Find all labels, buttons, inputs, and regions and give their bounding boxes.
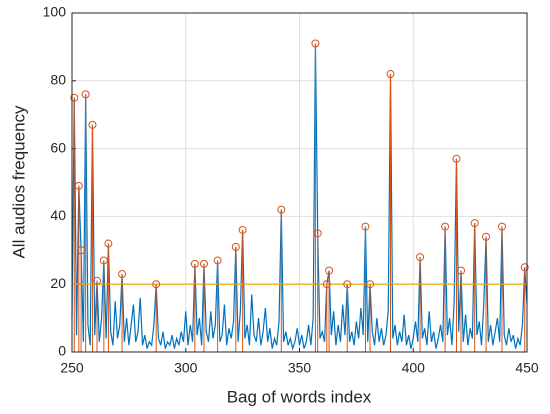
y-tick-label: 60: [50, 139, 66, 155]
x-tick-label: 350: [288, 360, 312, 376]
y-tick-label: 0: [58, 343, 66, 359]
stem-marker: [70, 93, 79, 102]
stem-marker: [88, 120, 97, 129]
stem-marker: [343, 280, 352, 289]
stem-marker: [93, 276, 102, 285]
stem-marker: [520, 263, 529, 272]
stem-marker: [74, 181, 83, 190]
x-axis-label: Bag of words index: [227, 387, 372, 406]
stem-marker: [81, 90, 90, 99]
stem-marker: [77, 246, 86, 255]
data-line: [71, 43, 528, 351]
stem-marker: [452, 154, 461, 163]
stem-marker: [386, 70, 395, 79]
stem-marker: [470, 219, 479, 228]
x-tick-label: 300: [174, 360, 198, 376]
stem-marker: [213, 256, 222, 265]
stem-marker: [482, 232, 491, 241]
stem-marker: [104, 239, 113, 248]
stem-marker: [190, 259, 199, 268]
y-axis-label: All audios frequency: [9, 105, 28, 259]
stem-marker: [416, 253, 425, 262]
y-tick-label: 100: [43, 4, 67, 20]
y-tick-label: 20: [50, 275, 66, 291]
stem-marker: [366, 280, 375, 289]
x-tick-label: 450: [515, 360, 539, 376]
stem-marker: [238, 225, 247, 234]
stem-marker: [99, 256, 108, 265]
stem-marker: [361, 222, 370, 231]
stem-marker: [231, 242, 240, 251]
stem-marker: [325, 266, 334, 275]
x-tick-label: 400: [402, 360, 426, 376]
plot-frame: [71, 12, 528, 353]
stem-marker: [311, 39, 320, 48]
stem-marker: [313, 229, 322, 238]
stem-marker: [199, 259, 208, 268]
y-tick-label: 80: [50, 72, 66, 88]
stem-marker: [497, 222, 506, 231]
stem-marker: [322, 280, 331, 289]
stem-marker: [118, 270, 127, 279]
stem-marker: [441, 222, 450, 231]
stem-marker: [457, 266, 466, 275]
stem-marker: [152, 280, 161, 289]
y-tick-label: 40: [50, 207, 66, 223]
x-tick-label: 250: [60, 360, 84, 376]
stem-marker: [277, 205, 286, 214]
